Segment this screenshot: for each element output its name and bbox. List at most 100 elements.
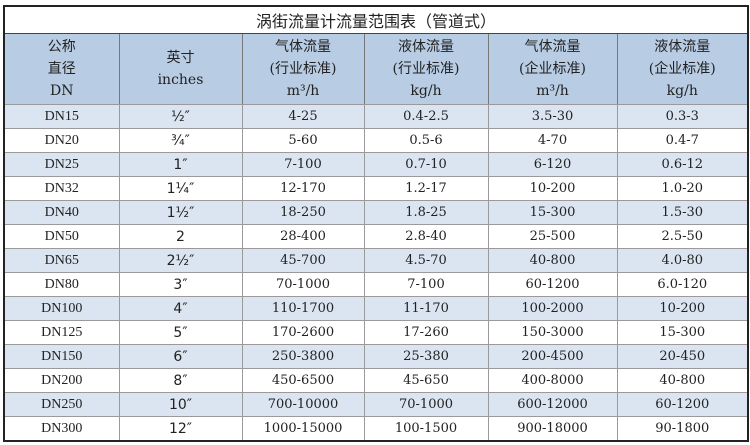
cell-liquid-enterprise: 40-800	[616, 368, 749, 393]
cell-liquid-enterprise: 1.5-30	[616, 200, 749, 225]
table-row: DN200 8″ 450-6500 45-650 400-8000 40-800	[3, 368, 749, 393]
cell-inch: ¾″	[118, 128, 243, 153]
title-row: 涡街流量计流量范围表（管道式）	[3, 5, 749, 34]
cell-liquid-enterprise: 1.0-20	[616, 176, 749, 201]
cell-inch: 8″	[118, 368, 243, 393]
cell-inch: 1″	[118, 152, 243, 177]
cell-liquid-industry: 1.8-25	[363, 200, 489, 225]
cell-inch: 3″	[118, 272, 243, 297]
header-line1: 液体流量	[654, 39, 711, 55]
cell-dn: DN65	[3, 248, 120, 273]
table-row: DN32 1¼″ 12-170 1.2-17 10-200 1.0-20	[3, 176, 749, 201]
column-header-liquid-enterprise: 液体流量 (企业标准) kg/h	[616, 33, 749, 105]
cell-dn: DN300	[3, 416, 120, 442]
cell-gas-industry: 12-170	[241, 176, 365, 201]
cell-dn: DN32	[3, 176, 120, 201]
cell-inch: 2½″	[118, 248, 243, 273]
cell-dn: DN40	[3, 200, 120, 225]
cell-gas-industry: 450-6500	[241, 368, 365, 393]
column-header-gas-enterprise: 气体流量 (企业标准) m³/h	[487, 33, 618, 105]
cell-liquid-industry: 7-100	[363, 272, 489, 297]
cell-liquid-industry: 0.5-6	[363, 128, 489, 153]
cell-gas-enterprise: 15-300	[487, 200, 618, 225]
cell-dn: DN15	[3, 104, 120, 129]
table-row: DN300 12″ 1000-15000 100-1500 900-18000 90-18…	[3, 416, 749, 442]
cell-dn: DN250	[3, 392, 120, 417]
header-line3: kg/h	[666, 83, 698, 99]
column-header-dn: 公称直径 DN	[3, 33, 120, 105]
cell-gas-industry: 70-1000	[241, 272, 365, 297]
cell-liquid-enterprise: 4.0-80	[616, 248, 749, 273]
header-line2: (企业标准)	[648, 61, 716, 77]
header-line1: 气体流量	[275, 39, 331, 55]
cell-gas-enterprise: 60-1200	[487, 272, 618, 297]
table-row: DN100 4″ 110-1700 11-170 100-2000 10-200	[3, 296, 749, 321]
header-line1: 公称	[47, 39, 76, 55]
cell-liquid-enterprise: 0.6-12	[616, 152, 749, 177]
header-line1: 液体流量	[398, 39, 454, 55]
flow-range-table: 涡街流量计流量范围表（管道式） 公称直径 DN 英寸 inches 气体流量 (行业标准)…	[3, 5, 750, 442]
header-line3: inches	[157, 72, 204, 88]
cell-liquid-industry: 2.8-40	[363, 224, 489, 249]
cell-dn: DN20	[3, 128, 120, 153]
header-line3: DN	[50, 83, 74, 99]
header-line1: 气体流量	[524, 39, 581, 55]
cell-dn: DN25	[3, 152, 120, 177]
cell-inch: 6″	[118, 344, 243, 369]
table-row: DN150 6″ 250-3800 25-380 200-4500 20-450	[3, 344, 749, 369]
table-row: DN250 10″ 700-10000 70-1000 600-12000 60-1200	[3, 392, 749, 417]
cell-gas-enterprise: 3.5-30	[487, 104, 618, 129]
column-header-liquid-industry: 液体流量 (行业标准) kg/h	[363, 33, 489, 105]
table-row: DN80 3″ 70-1000 7-100 60-1200 6.0-120	[3, 272, 749, 297]
cell-gas-industry: 170-2600	[241, 320, 365, 345]
cell-liquid-enterprise: 2.5-50	[616, 224, 749, 249]
cell-gas-enterprise: 100-2000	[487, 296, 618, 321]
cell-inch: 12″	[118, 416, 243, 442]
cell-liquid-industry: 1.2-17	[363, 176, 489, 201]
cell-dn: DN125	[3, 320, 120, 345]
cell-gas-industry: 18-250	[241, 200, 365, 225]
cell-liquid-industry: 45-650	[363, 368, 489, 393]
table-title: 涡街流量计流量范围表（管道式）	[3, 5, 749, 34]
cell-gas-industry: 4-25	[241, 104, 365, 129]
cell-gas-enterprise: 600-12000	[487, 392, 618, 417]
cell-gas-enterprise: 10-200	[487, 176, 618, 201]
column-header-inch: 英寸 inches	[118, 33, 243, 105]
header-line2: 英寸	[166, 50, 195, 66]
cell-inch: ½″	[118, 104, 243, 129]
cell-inch: 1½″	[118, 200, 243, 225]
cell-gas-enterprise: 900-18000	[487, 416, 618, 442]
cell-liquid-enterprise: 15-300	[616, 320, 749, 345]
cell-gas-industry: 250-3800	[241, 344, 365, 369]
cell-dn: DN200	[3, 368, 120, 393]
cell-gas-enterprise: 40-800	[487, 248, 618, 273]
cell-gas-enterprise: 400-8000	[487, 368, 618, 393]
cell-liquid-industry: 11-170	[363, 296, 489, 321]
cell-inch: 2	[118, 224, 243, 249]
header-line2: (行业标准)	[269, 61, 337, 77]
cell-inch: 1¼″	[118, 176, 243, 201]
cell-liquid-enterprise: 90-1800	[616, 416, 749, 442]
cell-inch: 5″	[118, 320, 243, 345]
table-row: DN125 5″ 170-2600 17-260 150-3000 15-300	[3, 320, 749, 345]
header-line2: 直径	[47, 61, 76, 77]
cell-gas-industry: 28-400	[241, 224, 365, 249]
cell-gas-industry: 7-100	[241, 152, 365, 177]
table-row: DN15 ½″ 4-25 0.4-2.5 3.5-30 0.3-3	[3, 104, 749, 129]
cell-gas-enterprise: 25-500	[487, 224, 618, 249]
table-row: DN40 1½″ 18-250 1.8-25 15-300 1.5-30	[3, 200, 749, 225]
cell-liquid-enterprise: 60-1200	[616, 392, 749, 417]
cell-dn: DN150	[3, 344, 120, 369]
cell-inch: 10″	[118, 392, 243, 417]
table-row: DN20 ¾″ 5-60 0.5-6 4-70 0.4-7	[3, 128, 749, 153]
cell-gas-industry: 45-700	[241, 248, 365, 273]
cell-liquid-industry: 4.5-70	[363, 248, 489, 273]
header-line2: (企业标准)	[519, 61, 586, 77]
cell-gas-industry: 1000-15000	[241, 416, 365, 442]
table-row: DN50 2 28-400 2.8-40 25-500 2.5-50	[3, 224, 749, 249]
cell-liquid-enterprise: 0.4-7	[616, 128, 749, 153]
cell-liquid-enterprise: 0.3-3	[616, 104, 749, 129]
table-row: DN65 2½″ 45-700 4.5-70 40-800 4.0-80	[3, 248, 749, 273]
cell-gas-enterprise: 200-4500	[487, 344, 618, 369]
cell-dn: DN50	[3, 224, 120, 249]
